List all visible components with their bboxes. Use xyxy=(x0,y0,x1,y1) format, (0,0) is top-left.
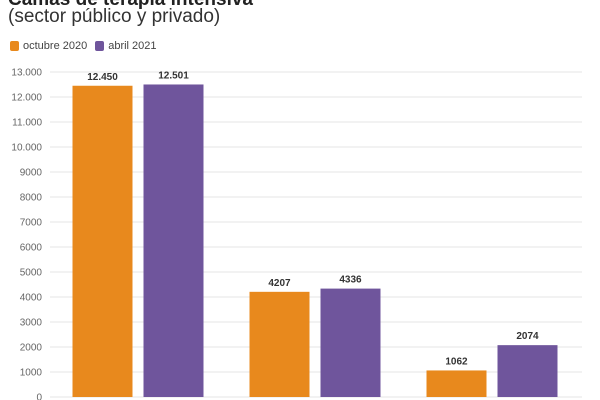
y-tick-label-10: 10.000 xyxy=(11,143,42,154)
y-tick-label-13: 13.000 xyxy=(11,68,42,79)
bar-series-2-group-3 xyxy=(497,345,558,397)
y-tick-label-12: 12.000 xyxy=(11,93,42,104)
y-tick-label-11: 11.000 xyxy=(12,118,42,129)
data-label-series-2-group-2: 4336 xyxy=(339,275,362,286)
chart-legend: octubre 2020 abril 2021 xyxy=(10,40,165,52)
data-label-series-2-group-3: 2074 xyxy=(516,331,539,342)
bar-series-2-group-1 xyxy=(143,84,204,397)
y-tick-label-7: 7000 xyxy=(20,218,43,229)
chart-title: Camas de terapia intensiva xyxy=(8,0,253,11)
y-tick-label-9: 9000 xyxy=(20,168,43,179)
legend-swatch-series-2 xyxy=(95,41,105,51)
bar-series-1-group-2 xyxy=(249,291,310,397)
bar-series-2-group-2 xyxy=(320,288,381,397)
data-label-series-1-group-2: 4207 xyxy=(268,278,291,289)
legend-label-series-2: abril 2021 xyxy=(108,40,157,52)
y-tick-label-6: 6000 xyxy=(20,243,43,254)
legend-item-series-1: octubre 2020 xyxy=(10,40,87,52)
legend-swatch-series-1 xyxy=(10,41,19,51)
data-label-series-2-group-1: 12.501 xyxy=(158,70,189,81)
chart-subtitle: (sector público y privado) xyxy=(8,6,221,27)
y-tick-label-3: 3000 xyxy=(20,318,43,329)
data-label-series-1-group-3: 1062 xyxy=(445,356,468,367)
bar-series-1-group-1 xyxy=(72,85,133,397)
bar-series-1-group-3 xyxy=(426,370,487,397)
y-tick-label-0: 0 xyxy=(36,393,42,400)
y-tick-label-2: 2000 xyxy=(20,343,43,354)
data-label-series-1-group-1: 12.450 xyxy=(87,72,118,83)
legend-label-series-1: octubre 2020 xyxy=(23,40,88,52)
y-tick-label-4: 4000 xyxy=(20,293,43,304)
y-tick-label-8: 8000 xyxy=(20,193,43,204)
y-tick-label-1: 1000 xyxy=(20,368,43,379)
y-tick-label-5: 5000 xyxy=(20,268,43,279)
legend-item-series-2: abril 2021 xyxy=(95,40,157,52)
